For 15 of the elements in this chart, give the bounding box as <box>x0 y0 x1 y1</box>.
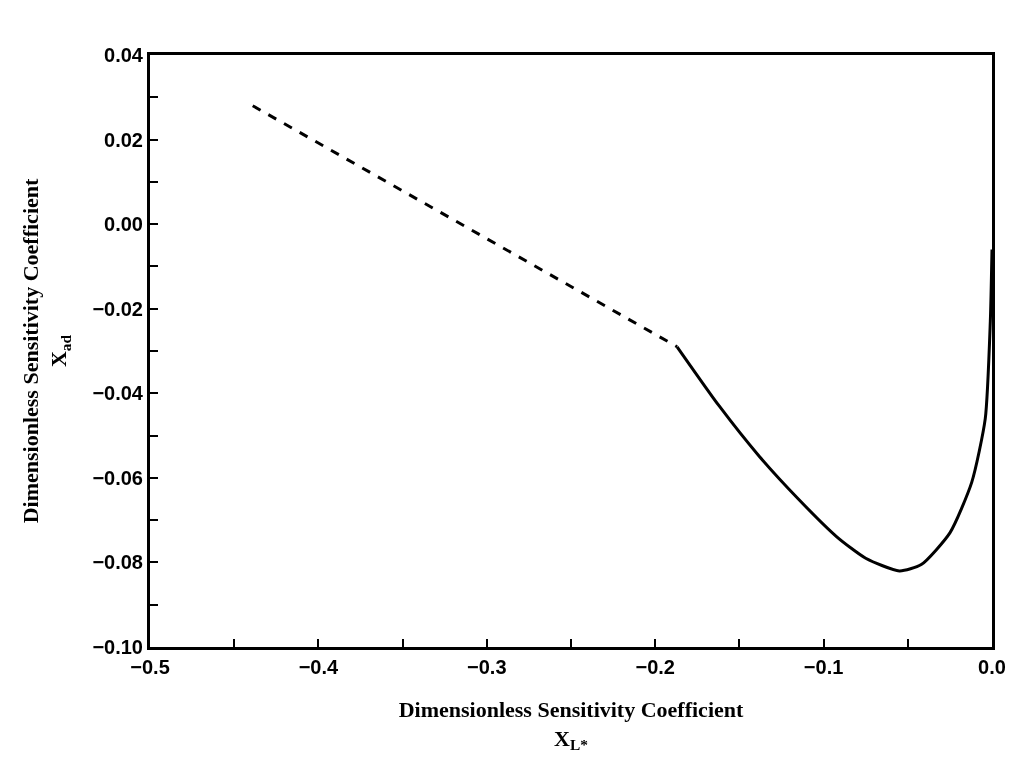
x-tick-label: −0.3 <box>467 656 507 678</box>
x-axis-title: Dimensionless Sensitivity Coefficient X$_{L*}$ <box>398 696 744 754</box>
x-tick-label: 0.0 <box>978 656 1006 678</box>
x-tick-label: −0.4 <box>298 656 340 678</box>
y-tick-label: −0.10 <box>92 636 143 658</box>
x-tick-label: −0.5 <box>130 656 170 678</box>
y-tick-label: −0.04 <box>92 382 144 405</box>
y-tick-label: −0.02 <box>92 297 143 320</box>
x-tick-label: −0.2 <box>635 656 675 678</box>
x-tick-label: −0.1 <box>803 656 844 678</box>
y-tick-label: 0.04 <box>104 44 144 66</box>
y-tick-label: 0.00 <box>104 213 143 236</box>
y-tick-label: −0.08 <box>92 551 143 574</box>
y-tick-label: −0.06 <box>92 466 143 489</box>
y-tick-label: 0.02 <box>104 128 143 151</box>
